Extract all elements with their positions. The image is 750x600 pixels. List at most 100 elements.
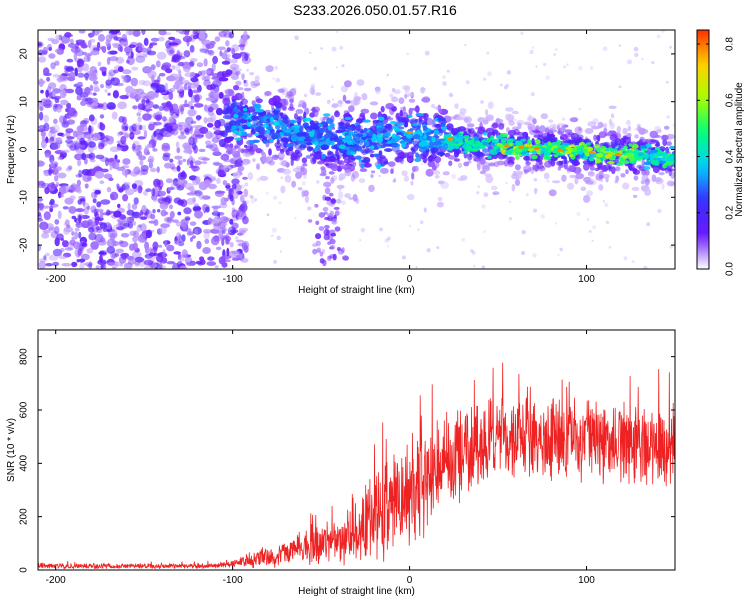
spectrogram-signal-blob [677,180,683,187]
spectrogram-noise-blob [87,264,92,268]
spectrogram-signal-blob [608,162,613,170]
spectrogram-noise-blob [57,210,62,220]
spectrogram-ridge-blob [305,142,313,146]
spectrogram-ridge-blob [585,142,591,146]
spectrogram-signal-blob [338,173,346,180]
snr-series-line [38,362,675,570]
spectrogram-noise-blob [57,156,63,160]
spectrogram-noise-blob [64,32,72,38]
spectrogram-noise-blob [106,57,111,65]
spectrogram-faint-dot [246,68,250,72]
spectrogram-noise-blob [66,241,74,250]
spectrogram-noise-blob [123,264,133,269]
spectrogram-signal-blob [447,155,457,160]
spectrogram-noise-blob [193,206,201,211]
spectrogram-noise-blob [57,132,64,137]
spectrogram-noise-blob [38,182,46,188]
spectrogram-noise-blob [131,66,139,71]
spectrogram-noise-blob [120,41,128,46]
spectrogram-noise-blob [59,193,64,198]
spectrogram-signal-blob [277,88,285,93]
spectrogram-noise-blob [99,123,106,131]
spectrogram-faint-dot [592,225,597,230]
spectrogram-signal-blob [229,59,238,64]
spectrogram-faint-dot [608,245,612,249]
spectrogram-noise-blob [123,181,131,185]
spectrogram-faint-dot [448,92,454,98]
spectrogram-signal-blob [649,130,659,139]
spectrogram-noise-blob [127,202,131,211]
spectrogram-signal-blob [594,167,600,172]
spectrogram-ridge-blob [531,154,538,160]
spectrogram-signal-blob [591,125,600,130]
spectrogram-signal-blob [640,180,645,185]
spectrogram-ridge-blob [404,138,412,143]
spectrogram-signal-blob [393,89,401,95]
spectrogram-faint-dot [436,246,440,250]
spectrogram-ridge-blob [313,147,318,152]
spectrogram-noise-blob [78,195,86,200]
spectrogram-faint-dot [274,65,279,70]
spectrogram-signal-blob [408,98,416,103]
spectrogram-noise-blob [231,222,239,230]
spectrogram-noise-blob [173,251,181,255]
spectrogram-ridge-blob [427,141,434,148]
spectrogram-noise-blob [67,107,77,117]
spectrogram-noise-blob [215,107,223,116]
spectrogram-noise-blob [166,216,173,224]
spectrogram-faint-dot [303,93,308,98]
spectrogram-signal-blob [404,85,410,94]
spectrogram-noise-blob [145,100,154,109]
spectrogram-noise-blob [242,216,249,225]
spectrogram-noise-blob [181,234,186,243]
spectrogram-plume-blob [315,220,320,225]
spectrogram-noise-blob [76,259,80,263]
spectrogram-noise-blob [183,251,187,256]
spectrogram-plume-blob [307,219,313,223]
spectrogram-noise-blob [125,30,135,36]
spectrogram-noise-blob [39,106,44,111]
spectrogram-noise-blob [192,197,196,203]
spectrogram-faint-dot [319,117,323,121]
spectrogram-x-ticks: -200 -100 0 100 [46,30,595,285]
spectrogram-faint-dot [481,265,486,269]
spectrogram-noise-blob [203,179,211,188]
spectrogram-noise-blob [182,35,193,43]
spectrogram-noise-blob [92,198,97,204]
spectrogram-signal-blob [417,121,422,130]
spectrogram-noise-blob [113,210,122,218]
spectrogram-signal-blob [403,120,409,128]
spectrogram-noise-blob [53,118,58,125]
spectrogram-signal-blob [268,160,275,166]
spectrogram-faint-dot [244,79,248,83]
spectrogram-faint-dot [505,83,510,88]
spectrogram-noise-blob [118,219,122,229]
spectrogram-noise-blob [90,241,99,250]
spectrogram-signal-blob [280,185,286,194]
spectrogram-signal-blob [274,142,282,148]
spectrogram-noise-blob [122,76,128,84]
spectrogram-signal-blob [228,150,232,155]
spectrogram-noise-blob [77,159,82,167]
spectrogram-signal-blob [264,91,272,96]
spectrogram-noise-blob [38,203,44,211]
spectrogram-noise-blob [158,30,167,36]
spectrogram-noise-blob [184,128,190,135]
spectrogram-noise-blob [178,159,183,166]
spectrogram-faint-dot [605,220,610,225]
spectrogram-ridge-blob [293,124,301,129]
spectrogram-noise-blob [213,206,218,214]
spectrogram-noise-blob [75,208,85,213]
spectrogram-signal-blob [368,184,375,193]
spectrogram-noise-blob [183,149,193,154]
spectrogram-signal-blob [342,154,347,160]
spectrogram-faint-dot [646,222,651,227]
spectrogram-faint-dot [379,227,383,232]
spectrogram-signal-blob [492,191,500,196]
spectrogram-faint-dot [546,179,550,183]
snr-x-tick-label: -200 [46,575,66,586]
spectrogram-faint-dot [540,214,545,219]
spectrogram-signal-blob [330,164,339,172]
spectrogram-noise-blob [153,121,162,126]
snr-y-tick-label: 600 [19,401,30,418]
